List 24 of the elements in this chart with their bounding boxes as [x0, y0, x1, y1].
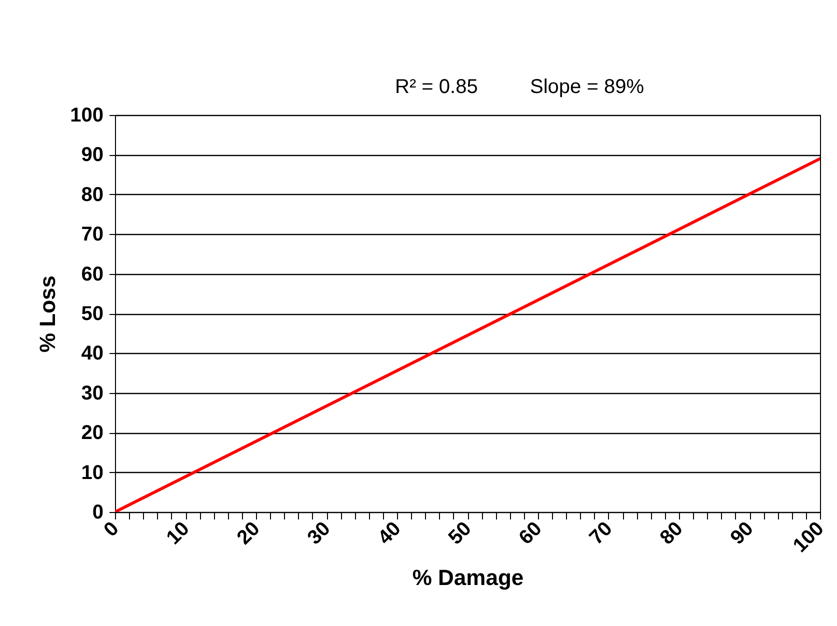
x-tick-label: 80: [656, 518, 688, 550]
x-tick-label: 100: [789, 518, 828, 557]
x-tick-label: 40: [374, 518, 406, 550]
x-tick-label: 50: [444, 518, 476, 550]
text: Slope = 89%: [530, 76, 644, 98]
y-tick-label: 70: [81, 224, 104, 246]
y-tick-label: 30: [81, 382, 104, 404]
y-tick-label: 10: [81, 462, 104, 484]
y-tick-label: 40: [81, 342, 104, 365]
y-tick-label: 80: [81, 184, 104, 206]
x-tick-label: 70: [585, 518, 617, 550]
y-tick-label: 90: [81, 144, 104, 166]
y-axis-title: % Loss: [35, 275, 60, 353]
y-tick-label: 100: [70, 104, 104, 126]
x-tick-label: 10: [162, 518, 194, 550]
x-tick-label: 90: [726, 518, 758, 550]
x-tick-label: 30: [303, 518, 335, 550]
y-tick-label: 60: [81, 263, 104, 286]
y-tick-label: 50: [81, 303, 104, 325]
text: R² = 0.85: [395, 76, 478, 98]
x-tick-label: 20: [232, 518, 264, 550]
y-tick-label: 20: [81, 422, 104, 444]
x-axis-title: % Damage: [412, 565, 524, 590]
x-tick-label: 60: [514, 518, 546, 550]
